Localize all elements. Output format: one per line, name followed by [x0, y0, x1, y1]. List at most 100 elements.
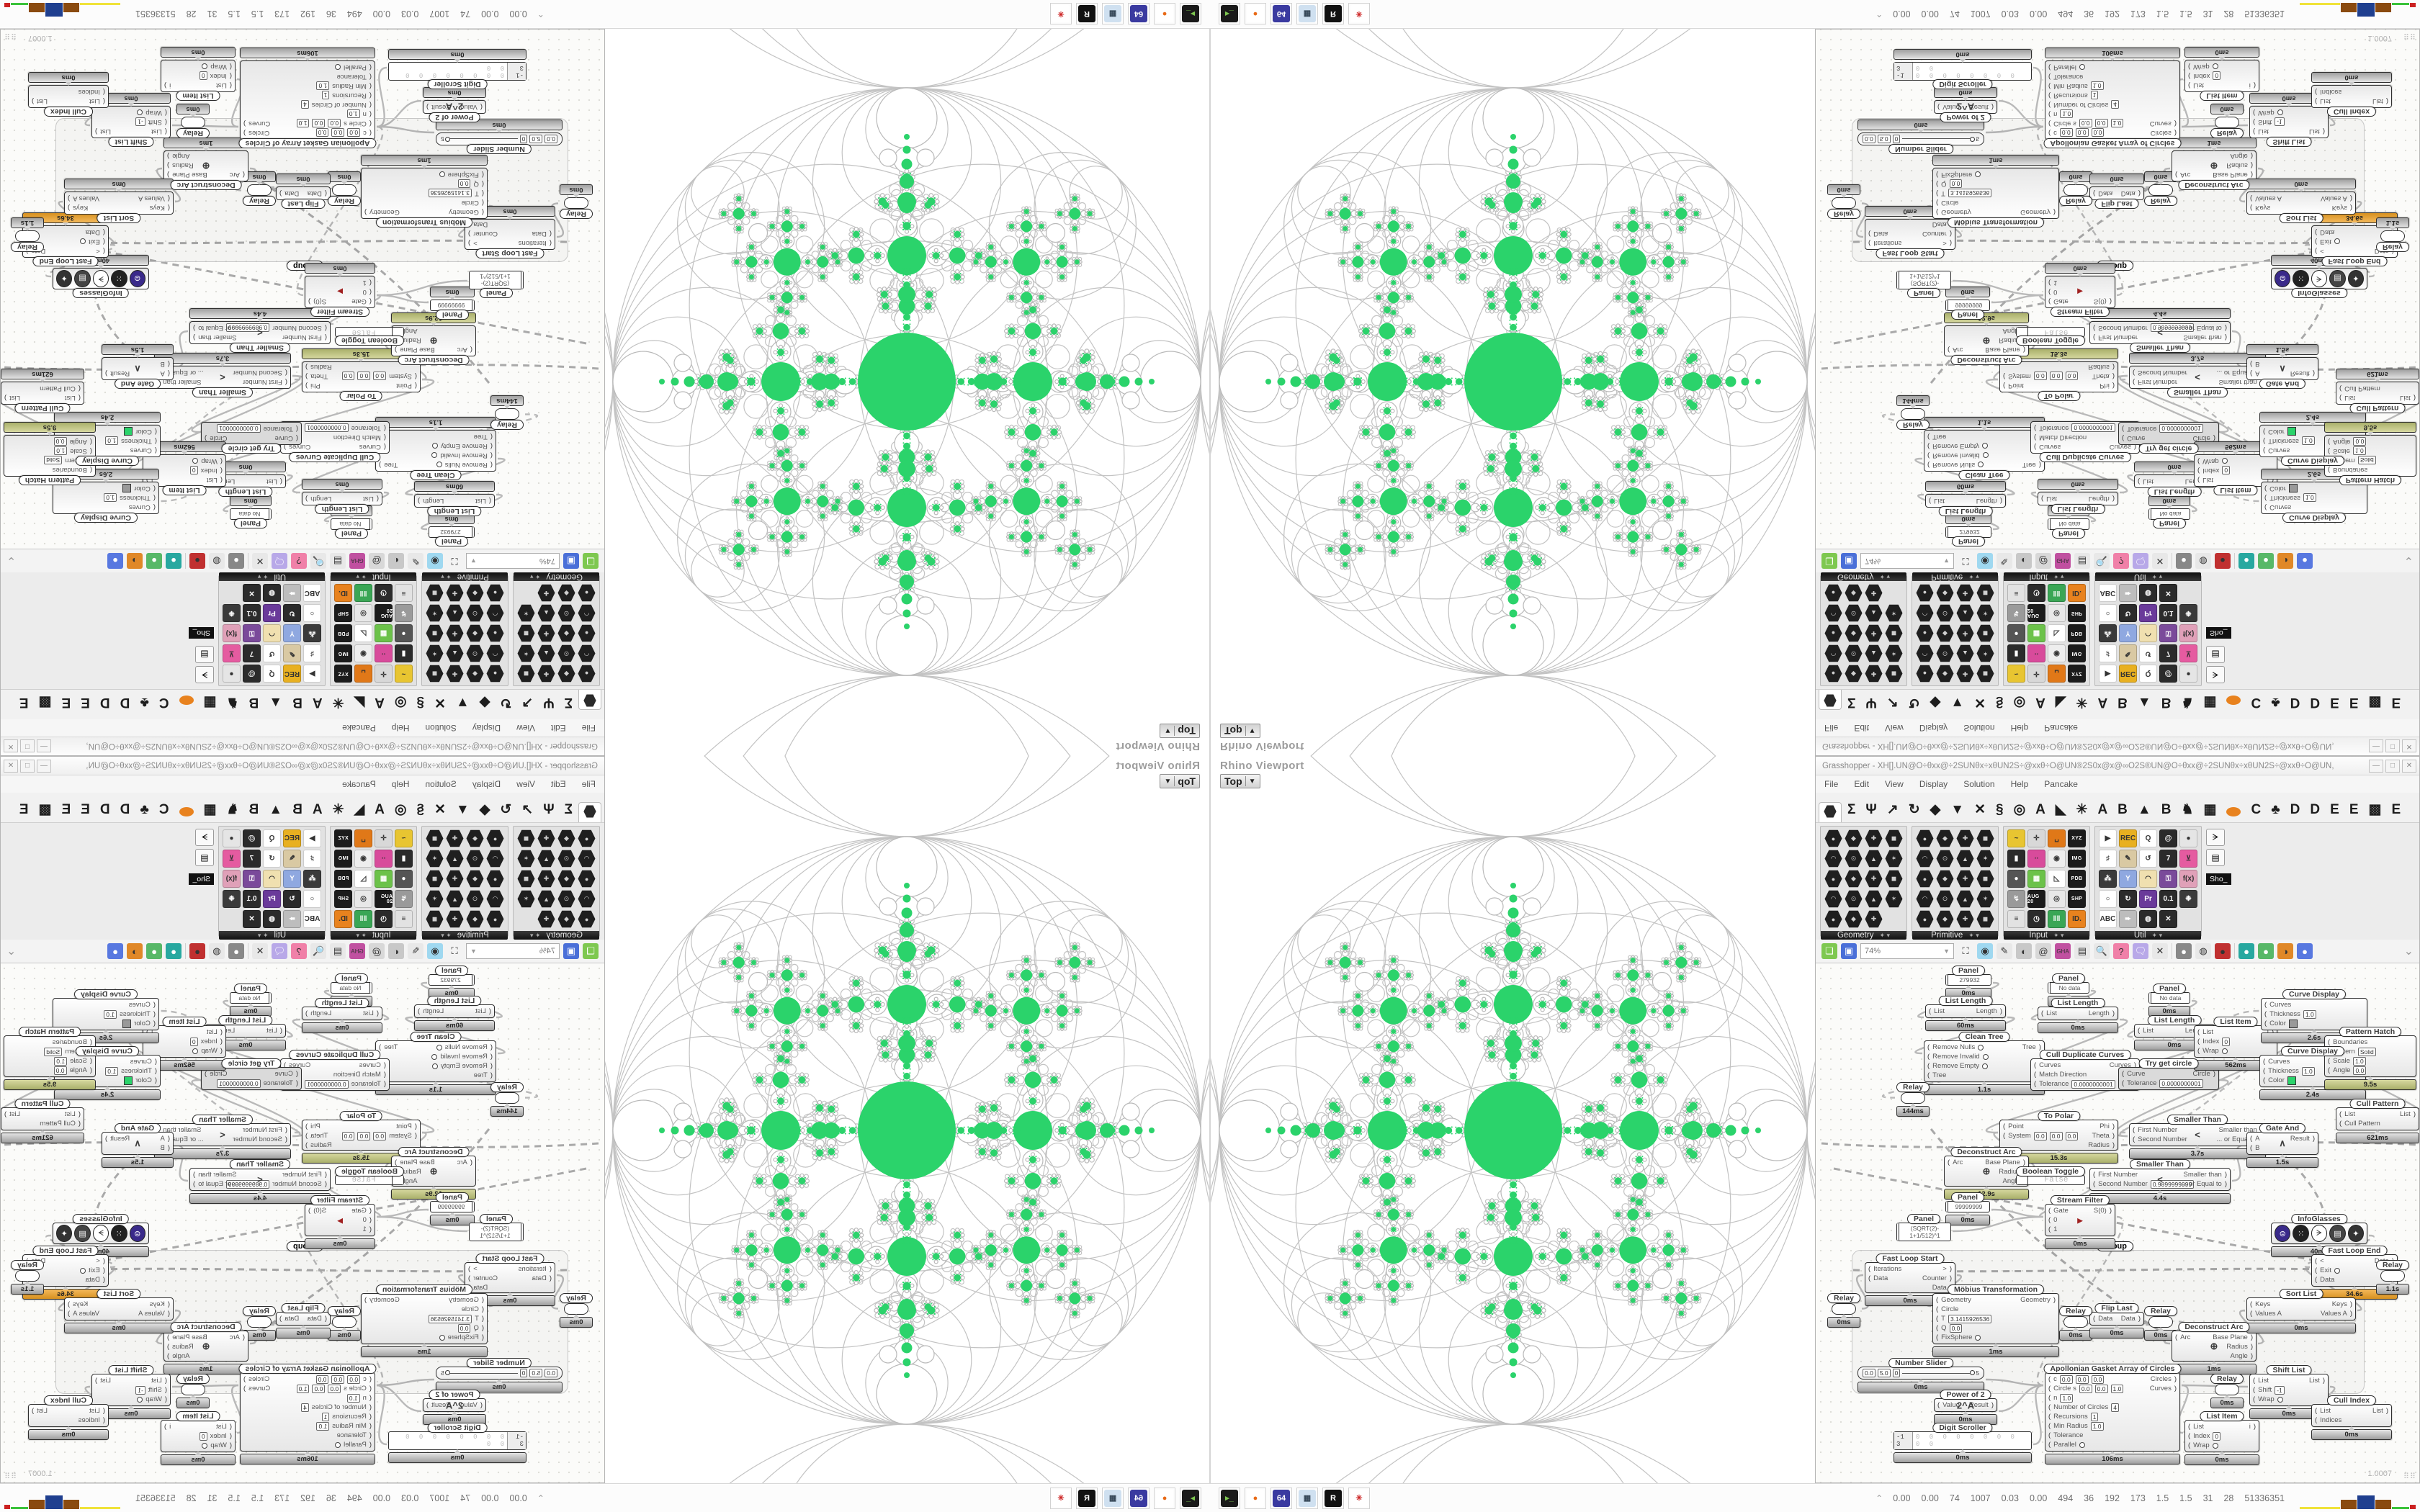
gh-node-power-of-2[interactable]: Power of 2(Value Result) 2^A 0ms	[423, 87, 486, 122]
gh-node-relay[interactable]: Relay 0ms	[176, 104, 210, 138]
palette-group-label[interactable]: Geometry ✦ ▾	[1821, 572, 1906, 581]
tab-plugin-e2[interactable]: E	[61, 802, 71, 817]
param-icon[interactable]: ◆	[1936, 584, 1954, 602]
palette-icon[interactable]: ❉	[223, 890, 241, 908]
param-icon[interactable]: ▲	[1865, 850, 1883, 868]
param-icon[interactable]: ◠	[578, 604, 596, 622]
undo-clock-icon[interactable]: ↺	[263, 850, 281, 868]
flask-icon[interactable]: ⊻	[223, 644, 241, 662]
gh-node-relay[interactable]: Relay 0ms	[2210, 104, 2244, 138]
node-body[interactable]: (List(Indices List)	[2311, 1404, 2392, 1427]
param-icon[interactable]: ●	[1824, 870, 1842, 888]
color-bars-icon[interactable]: ‖‖	[2048, 584, 2066, 602]
param-icon[interactable]: ●	[578, 870, 596, 888]
xyz-tag-icon[interactable]: XYZ	[334, 665, 352, 683]
menu-item-solution[interactable]: Solution	[425, 723, 457, 733]
param-icon[interactable]: ✶	[426, 850, 444, 868]
color-bars-icon[interactable]: ‖‖	[2048, 910, 2066, 928]
chevron-up-icon[interactable]: ⌃	[1876, 1493, 1883, 1503]
calendar-icon[interactable]: AUG 20	[2027, 604, 2045, 622]
node-body[interactable]: No data	[331, 982, 372, 994]
param-icon[interactable]: ▲	[537, 604, 555, 622]
clock-icon[interactable]: ◷	[2027, 910, 2045, 928]
pixel-grid-icon[interactable]: ▦	[375, 624, 393, 642]
gh-node-panel[interactable]: Panel 99999999 0ms	[1945, 1192, 1990, 1225]
q-rotate-icon[interactable]: Q	[2139, 829, 2157, 847]
ring-icon[interactable]: ○	[303, 604, 321, 622]
gh-node-relay[interactable]: Relay 1.1s	[10, 217, 45, 252]
tab-plugin-mountain[interactable]: ▲	[269, 695, 283, 710]
gh-node-power-of-2[interactable]: Power of 2(Value Result) 2^A 0ms	[1934, 87, 1997, 122]
sphere-x-icon[interactable]: ◍	[263, 584, 281, 602]
gh-node-apollonian-gasket-array-of-circles[interactable]: Apollonian Gasket Array of Circles(c 0.0 0…	[238, 1364, 377, 1464]
abc-icon[interactable]: ABC	[303, 584, 321, 602]
paint-drip-icon[interactable]: ␣	[354, 829, 372, 847]
abc-icon[interactable]: ABC	[2099, 910, 2117, 928]
gumball-icon[interactable]: ◐	[2016, 943, 2032, 959]
tab-plugin-grid2[interactable]: ▩	[38, 695, 52, 710]
sphere-x-icon[interactable]: ◍	[2139, 910, 2157, 928]
zip-icon[interactable]: Y	[283, 870, 301, 888]
param-icon[interactable]: ✚	[1956, 665, 1974, 683]
pdb-tag-icon[interactable]: PDB	[2068, 870, 2086, 888]
document-icon[interactable]: ▤	[2074, 553, 2090, 569]
sphere-teal-icon[interactable]: ●	[166, 553, 182, 569]
calculator-icon[interactable]: ▦	[1102, 1487, 1124, 1509]
rec-icon[interactable]: REC	[283, 829, 301, 847]
node-body[interactable]: (Curves(Thickness 1.0(Color	[2261, 482, 2367, 514]
param-icon[interactable]: ◆	[1845, 665, 1863, 683]
graph-icon[interactable]: ◺	[2048, 870, 2066, 888]
paint-ball-icon[interactable]: ●	[223, 665, 241, 683]
node-body[interactable]	[560, 197, 593, 209]
param-icon[interactable]: ✚	[537, 665, 555, 683]
node-body[interactable]: False	[2016, 1175, 2085, 1185]
fx-icon[interactable]: f(x)	[2179, 624, 2197, 642]
param-icon[interactable]: ◼	[517, 829, 535, 847]
gh-node-relay[interactable]: Relay 0ms	[2210, 1374, 2244, 1408]
preview-wire-icon[interactable]: ◍	[209, 943, 225, 959]
preview-off-icon[interactable]: ●	[2176, 553, 2192, 569]
sphere-icon[interactable]: ●	[395, 870, 413, 888]
tab-plugin-a2[interactable]: A	[312, 695, 323, 710]
tab-vector[interactable]: ↗	[1886, 695, 1899, 710]
toggle-icon[interactable]: ▮	[395, 850, 413, 868]
sphere-teal-icon[interactable]: ●	[2238, 943, 2254, 959]
node-body[interactable]: (Remove Nulls(Remove Invalid(Remove Empt…	[1924, 1040, 2045, 1082]
param-icon[interactable]: ✶	[517, 604, 535, 622]
menu-item-help[interactable]: Help	[2010, 723, 2029, 733]
node-body[interactable]	[1827, 197, 1860, 209]
menu-item-file[interactable]: File	[581, 723, 596, 733]
node-body[interactable]	[11, 1270, 44, 1282]
param-icon[interactable]: ⊙	[1936, 850, 1954, 868]
node-body[interactable]: (Geometry(Circle(T 3.1415926536(Q 0.0(FixS…	[361, 1293, 488, 1344]
node-body[interactable]: 279932	[429, 974, 475, 986]
minimize-button[interactable]: —	[2369, 739, 2383, 753]
gh-node-clean-tree[interactable]: Clean Tree(Remove Nulls(Remove Invalid(R…	[375, 1032, 496, 1095]
node-body[interactable]: (A(B Result) ∧	[2246, 1132, 2318, 1155]
param-icon[interactable]: ✚	[446, 870, 464, 888]
tab-params[interactable]	[1819, 802, 1842, 822]
resize-grip[interactable]: ⠿⠿	[2403, 1472, 2416, 1481]
find-icon[interactable]: 🔍	[310, 553, 326, 569]
node-body[interactable]	[1896, 1092, 1930, 1104]
node-body[interactable]: (Curves(Thickness 1.0(Color	[2261, 998, 2367, 1030]
tab-display[interactable]: ◎	[2013, 695, 2026, 710]
gh-node-panel[interactable]: Panel (SQRT(2)- 1+1/512)^1	[1896, 271, 1951, 298]
rec-icon[interactable]: REC	[2119, 829, 2137, 847]
param-icon[interactable]: ▲	[537, 890, 555, 908]
param-icon[interactable]: ◼	[1976, 584, 1994, 602]
menu-item-view[interactable]: View	[516, 723, 535, 733]
abc-icon[interactable]: ABC	[303, 910, 321, 928]
node-body[interactable]: (Geometry(Circle(T 3.1415926536(Q 0.0(FixS…	[1932, 1293, 2059, 1344]
palette-group-label[interactable]: Primitive ✦ ▾	[422, 572, 508, 581]
palette-icon[interactable]: ❉	[2179, 890, 2197, 908]
gh-node-panel[interactable]: Panel 99999999 0ms	[430, 287, 475, 320]
gh-node-apollonian-gasket-array-of-circles[interactable]: Apollonian Gasket Array of Circles(c 0.0 0…	[238, 48, 377, 148]
param-icon[interactable]: ◆	[1845, 584, 1863, 602]
param-icon[interactable]: ✚	[1865, 584, 1883, 602]
sphere-icon[interactable]: ●	[2007, 870, 2025, 888]
